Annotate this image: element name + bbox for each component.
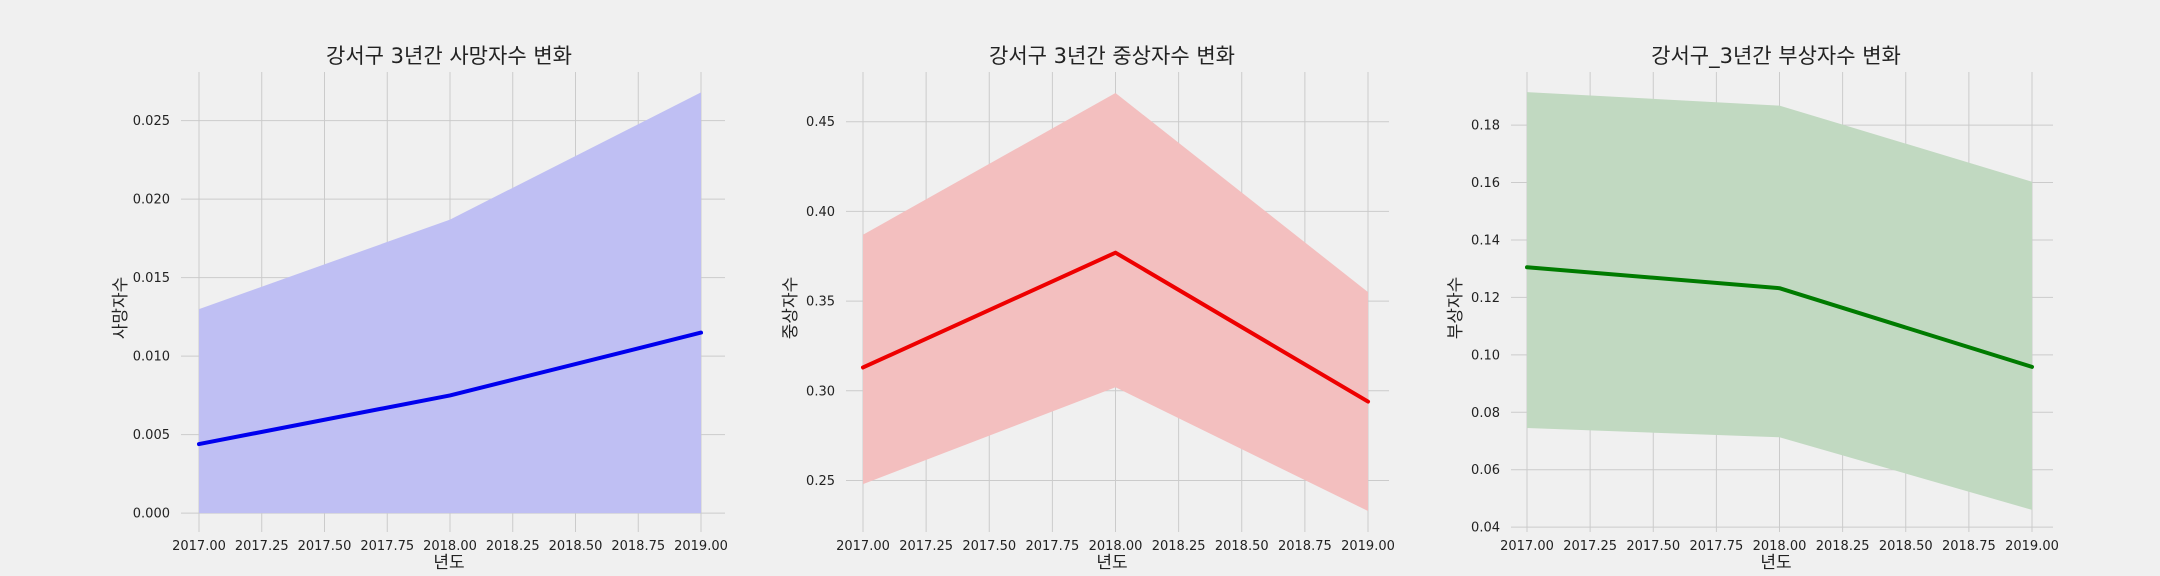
x-tick-label: 2019.00: [674, 539, 728, 554]
x-tick-label: 2017.50: [962, 539, 1016, 554]
y-tick-label: 0.45: [806, 115, 835, 130]
x-tick-label: 2017.25: [899, 539, 953, 554]
y-tick-label: 0.25: [806, 474, 835, 489]
x-tick-label: 2017.25: [1563, 539, 1617, 554]
y-tick-label: 0.025: [133, 114, 170, 129]
x-tick-label: 2019.00: [1341, 539, 1395, 554]
y-tick-label: 0.010: [133, 350, 170, 365]
y-tick-label: 0.06: [1471, 463, 1500, 478]
y-axis-label: 중상자수: [781, 277, 801, 340]
x-tick-label: 2018.50: [1215, 539, 1269, 554]
y-tick-label: 0.12: [1471, 291, 1500, 306]
x-tick-label: 2017.75: [1689, 539, 1743, 554]
y-tick-label: 0.005: [133, 428, 170, 443]
y-tick-label: 0.000: [133, 507, 170, 522]
x-tick-label: 2018.75: [1942, 539, 1996, 554]
x-tick-label: 2018.25: [486, 539, 540, 554]
confidence-band: [863, 92, 1368, 512]
y-tick-label: 0.10: [1471, 348, 1500, 363]
x-tick-label: 2017.00: [172, 539, 226, 554]
x-tick-label: 2018.00: [1753, 539, 1807, 554]
x-tick-label: 2019.00: [2005, 539, 2059, 554]
chart-panel-serious-injuries: 강서구 3년간 중상자수 변화 2017.00 2017.25 2017.50 201…: [781, 44, 1395, 573]
x-tick-label: 2017.25: [235, 539, 289, 554]
x-tick-label: 2017.50: [1626, 539, 1680, 554]
chart-title: 강서구 3년간 중상자수 변화: [989, 44, 1235, 68]
x-tick-label: 2018.00: [1089, 539, 1143, 554]
y-tick-label: 0.14: [1471, 233, 1500, 248]
x-tick-label: 2017.00: [1500, 539, 1554, 554]
y-axis-label: 부상자수: [1446, 277, 1466, 340]
x-tick-label: 2017.00: [836, 539, 890, 554]
chart-title: 강서구 3년간 사망자수 변화: [326, 44, 572, 68]
x-axis-label: 년도: [433, 553, 464, 573]
y-tick-label: 0.18: [1471, 119, 1500, 134]
confidence-band: [199, 92, 701, 514]
y-tick-label: 0.16: [1471, 176, 1500, 191]
series-line: [1525, 265, 2034, 369]
x-axis-label: 년도: [1760, 553, 1791, 573]
chart-panel-minor-injuries: 강서구_3년간 부상자수 변화 2017.00 2017.25 2017.50 201…: [1446, 44, 2059, 573]
series-line: [197, 330, 703, 447]
y-tick-label: 0.40: [806, 205, 835, 220]
y-tick-label: 0.020: [133, 193, 170, 208]
x-tick-label: 2017.75: [360, 539, 414, 554]
series-line: [861, 250, 1370, 404]
y-tick-label: 0.30: [806, 384, 835, 399]
x-tick-label: 2018.75: [1278, 539, 1332, 554]
x-tick-label: 2018.25: [1152, 539, 1206, 554]
y-tick-label: 0.04: [1471, 521, 1500, 536]
x-tick-label: 2018.50: [549, 539, 603, 554]
x-axis-label: 년도: [1096, 553, 1127, 573]
chart-title: 강서구_3년간 부상자수 변화: [1651, 44, 1901, 69]
chart-panel-deaths: 강서구 3년간 사망자수 변화 2017.00 2017.25 2017.50 201…: [111, 44, 728, 573]
y-tick-label: 0.015: [133, 271, 170, 286]
x-tick-label: 2018.25: [1816, 539, 1870, 554]
x-tick-label: 2018.50: [1879, 539, 1933, 554]
x-tick-label: 2018.75: [611, 539, 665, 554]
x-tick-label: 2018.00: [423, 539, 477, 554]
x-tick-label: 2017.50: [298, 539, 352, 554]
x-tick-label: 2017.75: [1025, 539, 1079, 554]
y-tick-label: 0.35: [806, 295, 835, 310]
y-axis-label: 사망자수: [111, 277, 131, 340]
confidence-band: [1527, 92, 2032, 510]
y-tick-label: 0.08: [1471, 406, 1500, 421]
